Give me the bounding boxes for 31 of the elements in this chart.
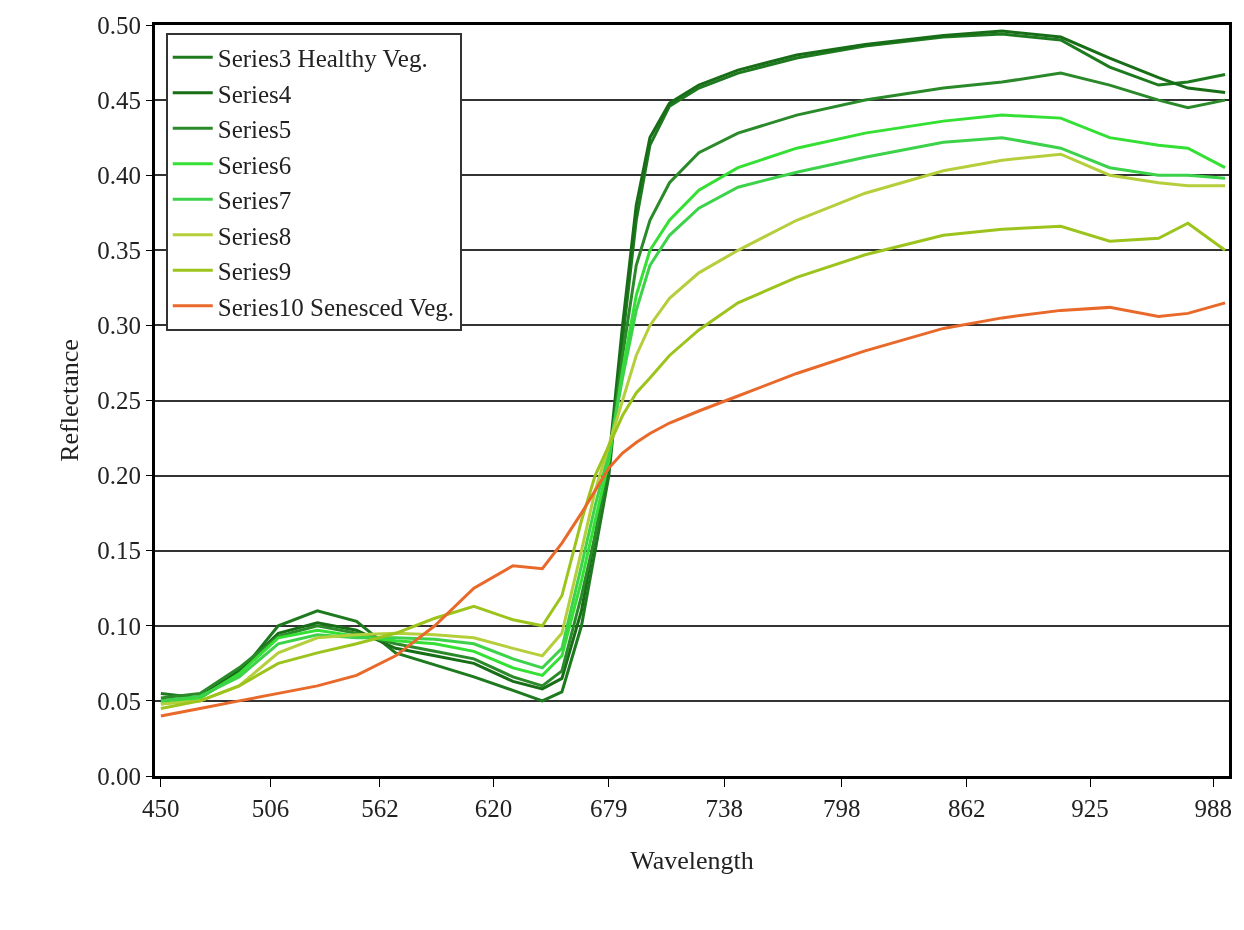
x-tick-label: 862 xyxy=(948,795,986,822)
y-tick-label: 0.40 xyxy=(97,161,141,189)
x-tick-label: 679 xyxy=(590,795,628,822)
x-tick-label: 988 xyxy=(1194,795,1233,822)
legend-label: Series6 xyxy=(217,151,292,179)
legend-label: Series7 xyxy=(217,187,292,215)
x-tick-label: 798 xyxy=(822,795,861,822)
x-tick-label: 738 xyxy=(705,795,744,822)
y-tick-label: 0.15 xyxy=(97,537,141,565)
x-tick-label: 450 xyxy=(142,795,180,822)
y-tick-label: 0.05 xyxy=(97,687,141,715)
y-tick-label: 0.25 xyxy=(97,387,141,415)
x-tick-label: 562 xyxy=(361,795,399,822)
legend-label: Series3 Healthy Veg. xyxy=(217,45,428,73)
x-tick-label: 925 xyxy=(1071,795,1109,822)
legend-label: Series8 xyxy=(217,222,292,250)
y-axis-title: Reflectance xyxy=(54,339,84,462)
x-axis-title: Wavelength xyxy=(630,845,754,875)
legend-label: Series10 Senesced Veg. xyxy=(217,293,455,321)
y-tick-label: 0.20 xyxy=(97,462,141,490)
y-tick-label: 0.00 xyxy=(97,762,141,790)
x-tick-label: 620 xyxy=(474,795,513,822)
y-tick-label: 0.10 xyxy=(97,612,141,640)
x-tick-label: 506 xyxy=(251,795,290,822)
y-tick-label: 0.45 xyxy=(97,86,141,114)
y-tick-label: 0.30 xyxy=(97,312,141,340)
y-tick-label: 0.35 xyxy=(97,237,141,265)
legend-label: Series9 xyxy=(217,258,292,286)
legend-label: Series4 xyxy=(217,80,292,108)
legend-label: Series5 xyxy=(217,116,292,144)
y-tick-label: 0.50 xyxy=(97,11,141,39)
